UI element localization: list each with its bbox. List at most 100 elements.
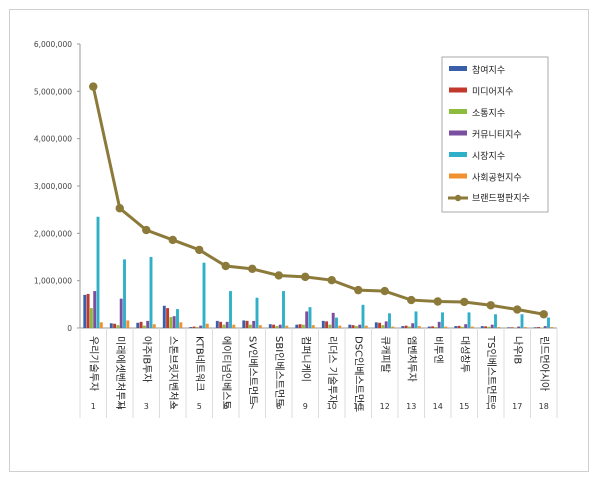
bar (543, 326, 547, 328)
bar (454, 326, 458, 328)
y-tick-label: 2,000,000 (34, 229, 72, 238)
bar (285, 325, 289, 328)
bar (219, 321, 223, 328)
bar (305, 311, 309, 328)
y-tick-label: 6,000,000 (34, 40, 72, 49)
bar (487, 326, 491, 328)
rank-label: 3 (144, 402, 149, 411)
bar (252, 320, 256, 328)
bar (364, 325, 368, 328)
rank-label: 17 (512, 402, 522, 411)
bar (523, 327, 527, 328)
bar (116, 325, 120, 328)
bar (338, 325, 342, 328)
category-label: DSC인베스트먼트 (352, 336, 364, 412)
line-point (380, 286, 389, 296)
category-label: 우리기술투자 (87, 336, 99, 391)
category-label: 컴퍼니케이 (299, 336, 311, 382)
bar (245, 320, 249, 328)
bar (176, 309, 179, 328)
legend-swatch (449, 87, 467, 93)
bar (540, 327, 544, 329)
bar (311, 325, 315, 328)
bar (358, 324, 362, 328)
bar (215, 320, 219, 328)
bar (301, 324, 305, 328)
bar (86, 293, 90, 328)
line-point (115, 204, 124, 213)
bar (517, 326, 521, 328)
bar (225, 321, 229, 328)
category-label: 리더스 기술투자 (326, 336, 338, 404)
legend-line-marker (454, 194, 462, 202)
category-label: 에이티넘인베스트 (220, 336, 232, 410)
axes: 0 1,000,000 2,000,000 3,000,000 4,000,000 5,0… (34, 40, 558, 418)
brand-line-path (91, 86, 545, 316)
legend-swatch (449, 109, 467, 114)
bar (232, 324, 236, 328)
rank-label: 13 (406, 402, 416, 411)
bar (427, 326, 431, 328)
bar (325, 321, 329, 328)
bar (268, 324, 272, 328)
bar (404, 325, 408, 328)
category-label: KTB네트워크 (193, 336, 206, 392)
line-point (327, 275, 336, 285)
line-point (142, 225, 151, 235)
rank-label: 14 (433, 402, 443, 411)
bar (550, 327, 554, 328)
legend-label: 커뮤니티지수 (472, 130, 522, 141)
bar (417, 326, 421, 328)
bar (126, 320, 130, 328)
bar (275, 326, 279, 328)
bar (467, 312, 471, 328)
rank-label: 7 (250, 402, 255, 411)
category-label: 스톤브릿지벤처스 (167, 336, 179, 410)
bar (348, 324, 352, 328)
bar (229, 291, 232, 328)
bar (431, 326, 435, 328)
category-label: 큐캐피탈 (379, 336, 392, 373)
y-tick-label: 0 (67, 324, 72, 333)
line-point (539, 310, 548, 319)
rank-label: 16 (486, 402, 496, 411)
category-label: 비투엔 (432, 336, 444, 364)
line-point (354, 285, 363, 295)
rank-label: 6 (223, 402, 228, 411)
legend-swatch (449, 173, 467, 179)
line-point (433, 297, 442, 306)
rank-label: 12 (380, 402, 390, 411)
line-point (407, 295, 416, 305)
category-label: 대성창투 (458, 336, 470, 373)
category-label: 아주IB투자 (140, 336, 152, 383)
rank-label: 1 (91, 402, 96, 411)
line-point (301, 272, 310, 282)
rank-label: 5 (197, 402, 202, 411)
line-point (460, 297, 469, 307)
rank-label: 10 (327, 402, 337, 411)
bar (381, 325, 385, 328)
bar (282, 291, 285, 328)
category-label: TS인베스트먼트 (485, 335, 497, 404)
bar (242, 320, 246, 328)
bar (374, 322, 378, 328)
bar (378, 322, 382, 328)
bar (384, 321, 388, 328)
bar (119, 298, 123, 328)
bar (149, 257, 153, 328)
rank-label: 11 (353, 402, 363, 411)
legend-label: 브랜드평판지수 (472, 193, 530, 204)
bar (434, 327, 438, 328)
bar (321, 320, 325, 328)
bar (142, 325, 146, 328)
y-tick-label: 1,000,000 (34, 277, 72, 286)
bar (255, 297, 259, 328)
bar (93, 291, 97, 328)
legend-label: 미디어지수 (472, 87, 513, 98)
bar (484, 326, 488, 328)
rank-label: 15 (459, 402, 469, 411)
bar (510, 327, 514, 328)
